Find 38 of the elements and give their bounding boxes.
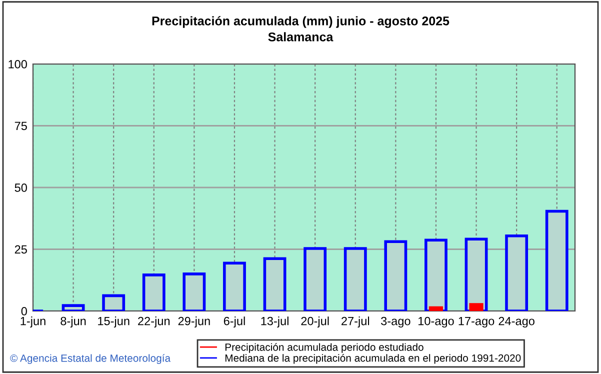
bar	[344, 247, 367, 311]
bar	[182, 272, 206, 311]
bar	[223, 262, 246, 311]
y-tick-label: 25	[14, 245, 27, 254]
bar	[62, 304, 85, 311]
y-tick-label: 50	[14, 184, 27, 192]
x-tick-label: 22-jun	[138, 316, 170, 328]
x-tick-label: 13-jul	[261, 316, 288, 328]
x-tick-label: 29-jun	[178, 316, 210, 328]
x-tick-label: 20-jul	[301, 316, 329, 328]
x-tick-label: 6-jul	[224, 316, 245, 328]
x-tick-label: 8-jun	[60, 316, 86, 328]
x-tick-label: 15-jun	[98, 316, 130, 328]
legend-label: Precipitación acumulada periodo estudiado	[225, 343, 424, 353]
bar	[469, 303, 484, 311]
bar	[545, 210, 568, 311]
bar	[263, 257, 286, 311]
bar	[464, 238, 488, 311]
bar	[384, 240, 408, 311]
x-tick-label: 3-ago	[381, 316, 410, 328]
x-tick-label: 17-ago	[458, 316, 494, 328]
bar	[505, 234, 528, 311]
bar	[304, 247, 327, 311]
x-tick-label: 24-ago	[498, 316, 534, 328]
bar	[142, 274, 166, 311]
y-tick-label: 75	[14, 122, 27, 130]
x-tick-label: 10-ago	[418, 316, 454, 328]
chart-subtitle: Salamanca	[268, 32, 334, 42]
x-tick-label: 27-jul	[342, 316, 370, 328]
text: © Agencia Estatal de Meteorología	[10, 354, 171, 364]
x-tick-label: 1-jun	[20, 316, 46, 328]
chart-title: Precipitación acumulada (mm) junio - agosto 2025	[152, 16, 450, 28]
bar	[102, 294, 126, 311]
y-tick-label: 100	[8, 60, 27, 68]
bar	[428, 306, 444, 311]
bar	[424, 238, 448, 311]
y-tick-label: 0	[21, 307, 27, 316]
legend-label: Mediana de la precipitación acumulada en el periodo 1991-2020	[225, 354, 521, 364]
